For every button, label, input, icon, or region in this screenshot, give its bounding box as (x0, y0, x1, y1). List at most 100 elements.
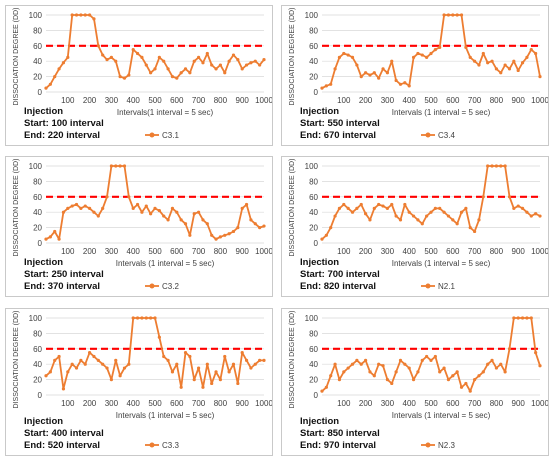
data-point (183, 222, 188, 226)
data-point (188, 354, 192, 359)
x-tick-label: 800 (490, 399, 504, 408)
data-point (105, 195, 109, 199)
data-point (368, 73, 372, 77)
data-point (429, 210, 433, 214)
legend-label: N2.1 (438, 282, 455, 291)
data-point (218, 63, 222, 67)
data-point (162, 59, 166, 63)
injection-info: Injection Start: 700 interval End: 820 int… (300, 257, 380, 293)
series-line (45, 165, 265, 241)
series-line (45, 14, 265, 89)
injection-info: Injection Start: 400 interval End: 520 int… (24, 416, 104, 452)
data-point (101, 206, 105, 210)
data-point (253, 362, 257, 366)
data-point (175, 362, 179, 366)
y-tick-label: 0 (38, 391, 43, 400)
data-point (61, 61, 66, 65)
data-point (170, 370, 175, 374)
data-point (390, 59, 394, 63)
data-point (244, 202, 249, 207)
data-point (464, 45, 468, 49)
data-point (516, 204, 520, 208)
data-point (407, 210, 411, 214)
x-tick-label: 700 (192, 399, 206, 408)
data-point (455, 370, 459, 374)
data-point (377, 202, 381, 207)
x-axis-label: Intervals (1 interval = 5 sec) (116, 259, 215, 268)
data-point (355, 206, 359, 210)
data-point (477, 63, 481, 67)
x-tick-label: 200 (83, 96, 97, 105)
data-point (135, 51, 140, 56)
data-point (529, 214, 533, 218)
data-point (407, 366, 411, 370)
y-tick-label: 80 (309, 177, 318, 186)
data-point (101, 53, 105, 57)
data-point (249, 366, 253, 370)
x-tick-label: 1000 (255, 247, 272, 256)
data-point (429, 51, 433, 56)
y-tick-label: 60 (309, 345, 318, 354)
data-point (438, 370, 442, 374)
data-point (503, 63, 507, 67)
data-point (144, 63, 148, 67)
data-point (490, 59, 494, 63)
data-point (223, 233, 227, 237)
data-point (48, 82, 52, 86)
data-point (459, 385, 464, 389)
data-point (253, 59, 257, 63)
x-axis-label: Intervals (1 interval = 5 sec) (392, 259, 491, 268)
data-point (372, 206, 376, 210)
data-point (122, 366, 127, 370)
data-point (477, 374, 481, 378)
y-tick-label: 100 (305, 11, 319, 20)
data-point (201, 218, 205, 222)
data-point (473, 59, 477, 63)
x-tick-label: 1000 (531, 247, 548, 256)
y-tick-label: 40 (309, 57, 318, 66)
data-point (223, 71, 227, 75)
x-tick-label: 100 (337, 399, 351, 408)
x-tick-label: 400 (403, 399, 417, 408)
x-axis-label: Intervals (1 interval = 5 sec) (116, 411, 215, 420)
data-point (48, 235, 52, 239)
data-point (372, 374, 376, 378)
data-point (205, 51, 209, 56)
data-point (74, 366, 79, 370)
x-tick-label: 900 (236, 399, 250, 408)
data-point (359, 75, 363, 79)
data-point (205, 222, 209, 226)
data-point (162, 354, 166, 359)
data-point (240, 206, 244, 210)
data-point (381, 204, 385, 208)
y-tick-label: 100 (305, 314, 319, 323)
y-tick-label: 20 (309, 73, 318, 82)
y-tick-label: 0 (38, 88, 43, 97)
x-tick-label: 300 (105, 399, 119, 408)
data-point (324, 233, 328, 237)
data-point (53, 75, 57, 79)
x-tick-label: 100 (337, 247, 351, 256)
y-tick-label: 60 (309, 193, 318, 202)
data-point (166, 67, 170, 71)
data-point (385, 71, 389, 75)
x-tick-label: 400 (127, 247, 141, 256)
x-tick-label: 700 (468, 399, 482, 408)
x-tick-label: 900 (236, 247, 250, 256)
data-point (446, 13, 451, 17)
x-tick-label: 500 (148, 399, 162, 408)
data-point (394, 78, 398, 83)
data-point (157, 335, 161, 339)
data-point (364, 71, 368, 75)
data-point (320, 86, 324, 90)
data-point (135, 316, 140, 320)
y-tick-label: 40 (33, 57, 42, 66)
data-point (149, 316, 153, 320)
y-axis-label: DISSOCIATION DEGREE (DD) (13, 159, 20, 257)
x-tick-label: 800 (214, 96, 228, 105)
y-tick-label: 100 (29, 314, 43, 323)
data-point (214, 370, 218, 374)
data-point (486, 164, 490, 168)
data-point (499, 164, 503, 168)
